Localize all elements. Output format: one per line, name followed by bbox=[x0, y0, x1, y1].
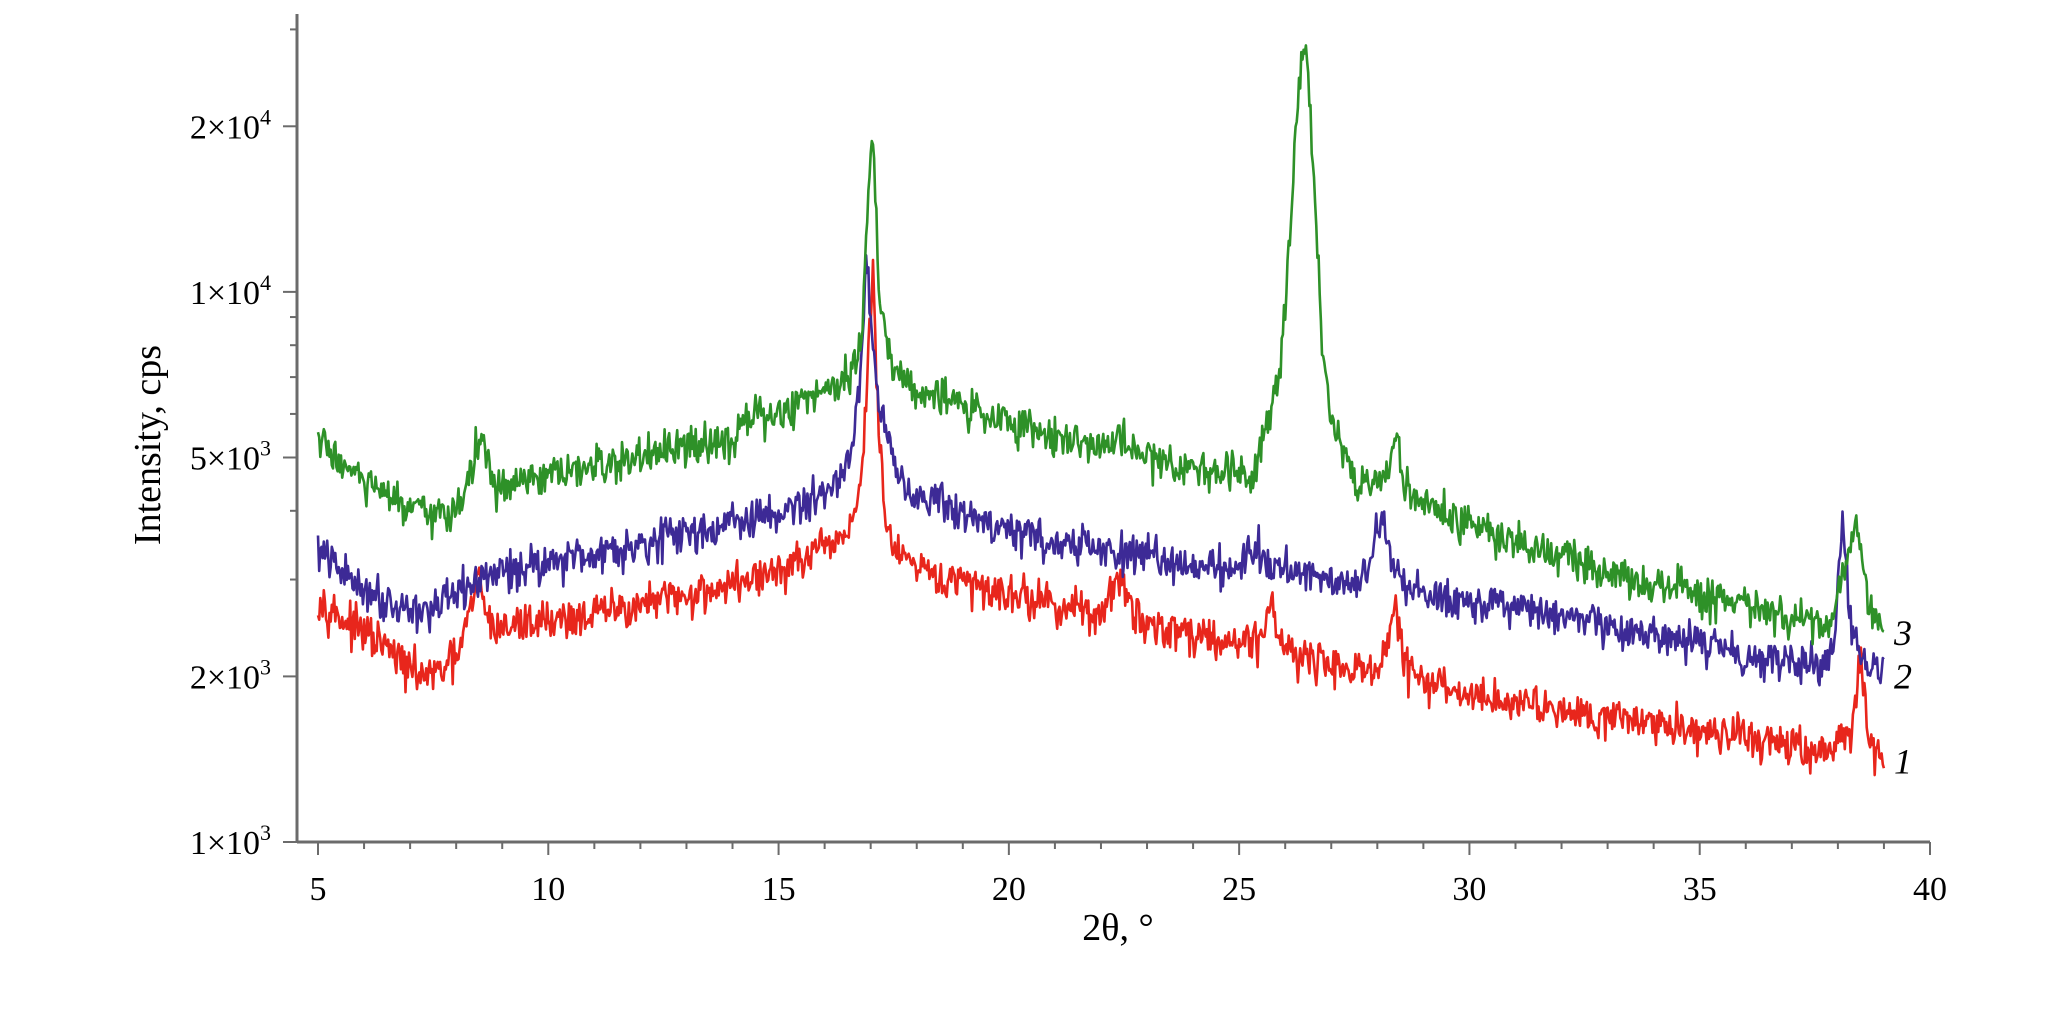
y-tick-label: 2×104 bbox=[190, 104, 271, 146]
series-layer bbox=[316, 44, 1886, 777]
series-tags-layer: 1 23 bbox=[1893, 613, 1912, 782]
axes-layer bbox=[295, 14, 1930, 844]
y-tick-mantissa: 5×10 bbox=[190, 440, 260, 477]
y-tick-label: 2×103 bbox=[190, 654, 271, 696]
x-tick-label: 5 bbox=[310, 871, 327, 908]
y-tick-exponent: 3 bbox=[260, 435, 271, 460]
y-tick-mantissa: 2×10 bbox=[190, 659, 260, 696]
x-tick-label: 20 bbox=[992, 871, 1026, 908]
series-3-tag: 3 bbox=[1893, 613, 1912, 653]
series-1-tag: 1 bbox=[1894, 742, 1912, 782]
x-tick-label: 15 bbox=[762, 871, 796, 908]
x-tick-label: 25 bbox=[1222, 871, 1256, 908]
y-tick-mantissa: 1×10 bbox=[190, 825, 260, 862]
labels-layer: 2θ, ° Intensity, cps bbox=[127, 345, 1154, 949]
y-tick-label: 1×104 bbox=[190, 270, 271, 312]
y-tick-mantissa: 1×10 bbox=[190, 275, 260, 312]
y-tick-mantissa: 2×10 bbox=[190, 109, 260, 146]
x-tick-label: 30 bbox=[1452, 871, 1486, 908]
series-3-line bbox=[316, 44, 1885, 646]
y-tick-exponent: 4 bbox=[260, 270, 271, 295]
series-1-line bbox=[316, 258, 1886, 777]
x-tick-label: 10 bbox=[531, 871, 565, 908]
y-tick-exponent: 3 bbox=[260, 820, 271, 845]
x-tick-label: 40 bbox=[1913, 871, 1947, 908]
y-tick-label: 5×103 bbox=[190, 435, 271, 477]
x-tick-label: 35 bbox=[1683, 871, 1717, 908]
y-axis-title: Intensity, cps bbox=[127, 345, 169, 545]
x-axis-title: 2θ, ° bbox=[1082, 907, 1153, 949]
y-tick-exponent: 3 bbox=[260, 654, 271, 679]
series-2-tag: 2 bbox=[1894, 656, 1912, 696]
y-tick-exponent: 4 bbox=[260, 104, 271, 129]
y-tick-label: 1×103 bbox=[190, 820, 271, 862]
series-2-line bbox=[316, 254, 1885, 687]
